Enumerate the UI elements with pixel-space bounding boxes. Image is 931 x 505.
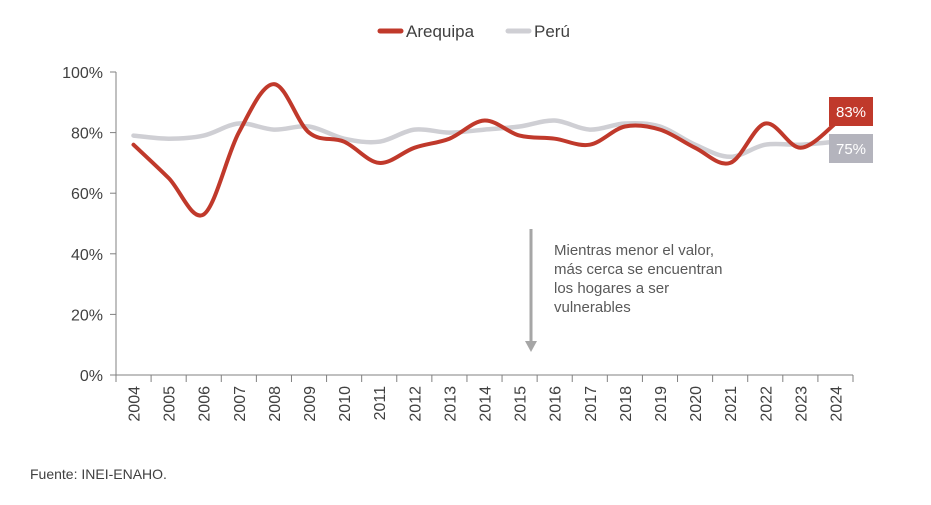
- series-line-peru: [131, 118, 838, 160]
- x-tick-label: 2013: [442, 386, 459, 422]
- source-note: Fuente: INEI-ENAHO.: [30, 466, 167, 482]
- annotation-arrow-head: [525, 341, 537, 352]
- x-tick-label: 2020: [688, 386, 705, 422]
- x-tick-label: 2024: [828, 386, 845, 422]
- x-tick-label: 2010: [337, 386, 354, 422]
- x-tick-label: 2017: [583, 386, 600, 422]
- annotation-line: vulnerables: [554, 299, 631, 316]
- series-layer: [131, 82, 838, 218]
- y-tick-label: 20%: [71, 307, 103, 324]
- y-tick-label: 0%: [80, 368, 103, 385]
- y-axis: 0% 20% 40% 60% 80% 100%: [62, 65, 117, 385]
- x-tick-label: 2018: [618, 386, 635, 422]
- end-label-peru: 75%: [836, 141, 866, 158]
- y-tick-label: 60%: [71, 186, 103, 203]
- end-labels: 83% 75%: [829, 97, 873, 163]
- x-tick-label: 2019: [653, 386, 670, 422]
- y-tick-label: 100%: [62, 65, 103, 82]
- x-tick-label: 2012: [407, 386, 424, 422]
- annotation-line: Mientras menor el valor,: [554, 242, 715, 259]
- x-axis: 2004 2005 2006 2007 2008 2009 2010 2011 2012 2013…: [115, 374, 854, 422]
- annotation-line: más cerca se encuentran: [554, 261, 723, 278]
- x-tick-label: 2021: [723, 386, 740, 422]
- legend-label-arequipa: Arequipa: [406, 22, 475, 41]
- end-label-box-peru: [829, 134, 873, 163]
- end-label-box-arequipa: [829, 97, 873, 126]
- x-tick-label: 2016: [548, 386, 565, 422]
- y-tick-label: 80%: [71, 126, 103, 143]
- chart-annotation: Mientras menor el valor, más cerca se en…: [554, 241, 794, 317]
- x-tick-label: 2023: [793, 386, 810, 422]
- x-tick-label: 2011: [372, 386, 389, 421]
- x-tick-label: 2022: [758, 386, 775, 422]
- x-tick-label: 2004: [127, 386, 144, 422]
- y-tick-label: 40%: [71, 247, 103, 264]
- series-line-arequipa: [131, 82, 838, 218]
- chart-legend: Arequipa Perú: [377, 22, 570, 41]
- x-tick-label: 2007: [232, 386, 249, 422]
- x-tick-label: 2015: [513, 386, 530, 422]
- x-tick-label: 2009: [302, 386, 319, 422]
- legend-label-peru: Perú: [534, 22, 570, 41]
- x-tick-label: 2014: [478, 386, 495, 422]
- x-tick-label: 2008: [267, 386, 284, 422]
- end-label-arequipa: 83%: [836, 104, 866, 121]
- x-tick-label: 2006: [197, 386, 214, 422]
- annotation-arrow-layer: [525, 229, 537, 352]
- annotation-line: los hogares a ser: [554, 280, 670, 297]
- x-tick-label: 2005: [162, 386, 179, 422]
